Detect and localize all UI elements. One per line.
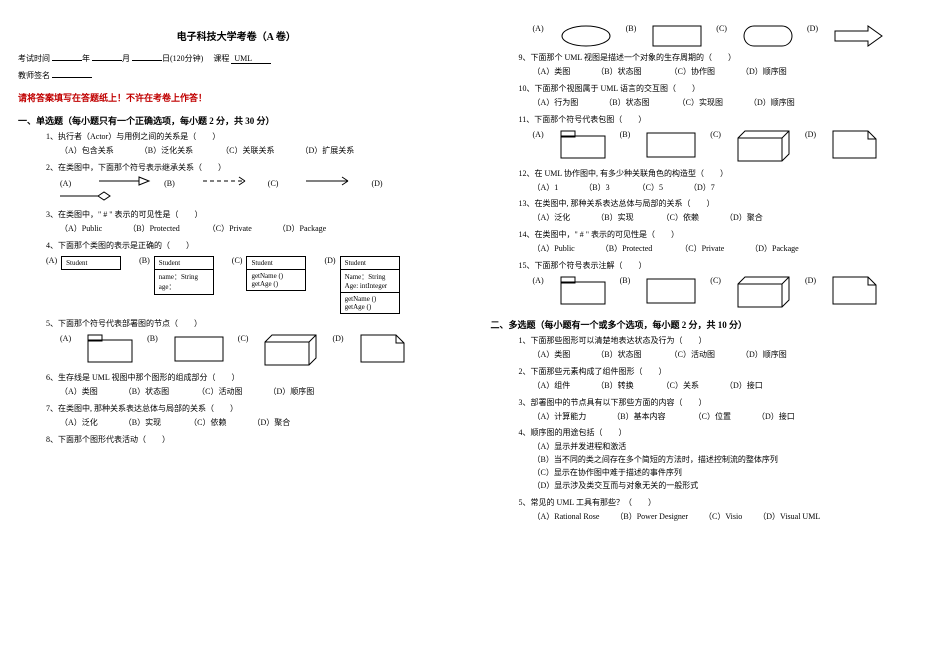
s2q4-opts: （A）显示并发进程和激活 （B）当不同的类之间存在多个简短的方法时，描述控制流的… (533, 441, 928, 492)
q4: 4、下面那个类图的表示是正确的（ ） (46, 240, 455, 252)
s2q3: 3、部署图中的节点具有以下那些方面的内容（ ） (519, 397, 928, 409)
q6: 6、生存线是 UML 视图中那个图形的组成部分（ ） (46, 372, 455, 384)
uml-class-a: Student (61, 256, 121, 270)
uml-class-c: Student getName ()getAge () (246, 256, 306, 291)
uml-class-b: Student name：Stringage： (154, 256, 214, 295)
s2q1-opts: （A）类图（B）状态图 （C）活动图（D）顺序图 (533, 349, 928, 362)
section1-heading: 一、单选题（每小题只有一个正确选项，每小题 2 分，共 30 分） (18, 114, 455, 127)
arrow-open-tri-icon (99, 176, 154, 186)
q2: 2、在类图中，下面那个符号表示继承关系（ ） (46, 162, 455, 174)
q11: 11、下面那个符号代表包图（ ） (519, 114, 928, 126)
arrow-diamond-icon (60, 191, 115, 201)
arrow-dashed-icon (203, 176, 258, 186)
course-label: 课程 (213, 54, 229, 63)
q7-opts: （A）泛化（B）实现 （C）依赖（D）聚合 (60, 417, 455, 430)
cube-icon (264, 334, 318, 368)
exam-time-label: 考试时间 (18, 54, 50, 63)
rect-icon (652, 24, 702, 48)
q5: 5、下面那个符号代表部署图的节点（ ） (46, 318, 455, 330)
teacher-line: 教师签名 (18, 70, 455, 81)
exam-time-line: 考试时间 年 月 日(120分钟) 课程 UML (18, 53, 455, 64)
q1-opts: （A）包含关系（B）泛化关系 （C）关联关系（D）扩展关系 (60, 145, 455, 158)
note-icon (832, 276, 878, 306)
rect-icon (646, 130, 696, 160)
q12: 12、在 UML 协作图中, 有多少种关联角色的构造型（ ） (519, 168, 928, 180)
folder-icon (560, 276, 606, 306)
q5-figs: (A) (B) (C) (D) (60, 334, 455, 368)
s2q2-opts: （A）组件（B）转换 （C）关系（D）接口 (533, 380, 928, 393)
q8-figs: (A) (B) (C) (D) (533, 24, 928, 48)
q2-opts: (A) (B) (C) (D) (60, 176, 455, 206)
q13: 13、在类图中, 那种关系表达总体与局部的关系（ ） (519, 198, 928, 210)
arrow-solid-icon (306, 176, 361, 186)
s2q2: 2、下面那些元素构成了组件图形（ ） (519, 366, 928, 378)
q15: 15、下面那个符号表示注解（ ） (519, 260, 928, 272)
q15-figs: (A) (B) (C) (D) (533, 276, 928, 310)
q11-figs: (A) (B) (C) (D) (533, 130, 928, 164)
q14: 14、在类图中，" # " 表示的可见性是（ ） (519, 229, 928, 241)
cube-icon (737, 130, 791, 164)
q3: 3、在类图中，" # " 表示的可见性是（ ） (46, 209, 455, 221)
q6-opts: （A）类图（B）状态图 （C）活动图（D）顺序图 (60, 386, 455, 399)
q3-opts: （A）Public（B）Protected （C）Private（D）Packa… (60, 223, 455, 236)
q9: 9、下面那个 UML 视图是描述一个对象的生存周期的（ ） (519, 52, 928, 64)
roundrect-icon (743, 24, 793, 48)
s2q5: 5、常见的 UML 工具有那些？（ ） (519, 497, 928, 509)
folder-icon (87, 334, 133, 364)
q4-figs: (A) Student (B) Student name：Stringage： … (46, 256, 455, 314)
course-value: UML (231, 54, 271, 64)
page-title: 电子科技大学考卷（A 卷） (18, 28, 455, 43)
right-column: (A) (B) (C) (D) 9、下面那个 UML 视图是描述一个对象的生存周… (473, 0, 945, 669)
s2q1: 1、下面那些图形可以清楚地表达状态及行为（ ） (519, 335, 928, 347)
rect-icon (174, 334, 224, 364)
s2q4: 4、顺序图的用途包括（ ） (519, 427, 928, 439)
q8: 8、下面那个图形代表活动（ ） (46, 434, 455, 446)
cube-icon (737, 276, 791, 310)
q13-opts: （A）泛化（B）实现 （C）依赖（D）聚合 (533, 212, 928, 225)
s2q3-opts: （A）计算能力（B）基本内容 （C）位置（D）接口 (533, 411, 928, 424)
q9-opts: （A）类图（B）状态图 （C）协作图（D）顺序图 (533, 66, 928, 79)
q12-opts: （A）1（B）3 （C）5（D）7 (533, 182, 928, 195)
q10: 10、下面那个视图属于 UML 语言的交互图（ ） (519, 83, 928, 95)
uml-class-d: Student Name：StringAge: intInteger getNa… (340, 256, 400, 314)
q14-opts: （A）Public（B）Protected （C）Private（D）Packa… (533, 243, 928, 256)
q10-opts: （A）行为图（B）状态图 （C）实现图（D）顺序图 (533, 97, 928, 110)
folder-icon (560, 130, 606, 160)
left-column: 电子科技大学考卷（A 卷） 考试时间 年 月 日(120分钟) 课程 UML 教… (0, 0, 473, 669)
arrow-block-icon (834, 24, 884, 48)
note-icon (360, 334, 406, 364)
section2-heading: 二、多选题（每小题有一个或多个选项，每小题 2 分，共 10 分） (491, 318, 928, 331)
note-icon (832, 130, 878, 160)
rect-icon (646, 276, 696, 306)
s2q5-opts: （A）Rational Rose （B）Power Designer （C）Vi… (533, 511, 928, 524)
ellipse-icon (560, 24, 612, 48)
q1: 1、执行者（Actor）与用例之间的关系是（ ） (46, 131, 455, 143)
q7: 7、在类图中, 那种关系表达总体与局部的关系（ ） (46, 403, 455, 415)
notice: 请将答案填写在答题纸上！不许在考卷上作答！ (18, 91, 455, 104)
